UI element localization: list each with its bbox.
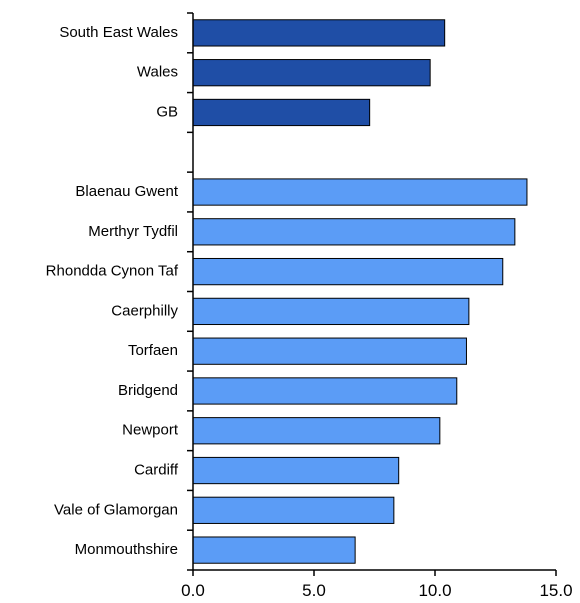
bar xyxy=(192,377,458,405)
category-label: Vale of Glamorgan xyxy=(54,501,178,518)
bar xyxy=(192,257,504,286)
category-label: Wales xyxy=(137,64,178,81)
category-label: Bridgend xyxy=(118,382,178,399)
bar xyxy=(192,456,400,485)
bar xyxy=(192,59,431,87)
bar xyxy=(192,218,516,246)
bar xyxy=(192,417,441,445)
category-label: Caerphilly xyxy=(111,302,178,319)
x-axis-ticks: 0.0 5.0 10.0 15.0 xyxy=(181,570,573,600)
category-label: Monmouthshire xyxy=(75,541,178,558)
x-tick-label: 0.0 xyxy=(181,581,205,600)
bar xyxy=(192,19,446,47)
category-label: Torfaen xyxy=(128,342,178,359)
category-label: Rhondda Cynon Taf xyxy=(46,263,179,280)
category-label: Merthyr Tydfil xyxy=(88,223,178,240)
x-tick-label: 5.0 xyxy=(302,581,326,600)
category-label: GB xyxy=(156,103,178,120)
bar xyxy=(192,337,467,365)
category-labels: South East Wales Wales GB Blaenau Gwent Mert… xyxy=(46,24,179,558)
category-label: Newport xyxy=(122,422,179,439)
bar xyxy=(192,496,395,524)
bar xyxy=(192,98,371,127)
x-tick-label: 10.0 xyxy=(418,581,451,600)
category-label: Cardiff xyxy=(134,462,179,479)
bar xyxy=(192,536,356,564)
bar xyxy=(192,178,528,206)
y-axis-ticks xyxy=(187,12,193,571)
category-label: South East Wales xyxy=(59,24,178,41)
category-label: Blaenau Gwent xyxy=(75,183,178,200)
x-tick-label: 15.0 xyxy=(539,581,572,600)
bars-group xyxy=(192,19,528,564)
bar xyxy=(192,297,470,326)
